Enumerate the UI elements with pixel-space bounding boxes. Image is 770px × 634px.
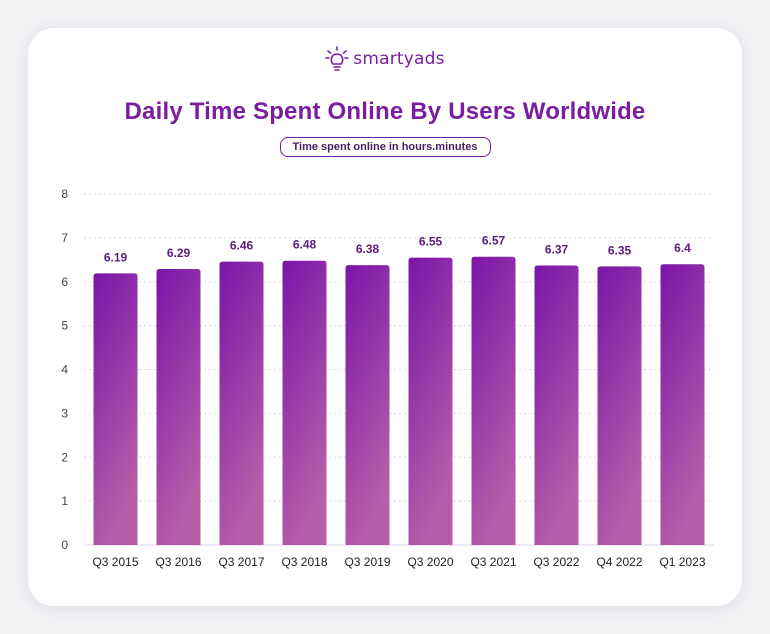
bar-value-label: 6.19 xyxy=(104,250,128,264)
bar-value-label: 6.57 xyxy=(482,234,506,248)
subtitle-wrap: Time spent online in hours.minutes xyxy=(0,137,770,157)
y-tick-label: 7 xyxy=(61,231,68,245)
bar-value-label: 6.4 xyxy=(674,241,691,255)
y-tick-label: 4 xyxy=(61,363,68,377)
y-tick-label: 0 xyxy=(61,538,68,552)
x-tick-label: Q3 2021 xyxy=(470,555,516,569)
bar-value-label: 6.48 xyxy=(293,238,317,252)
bar-value-label: 6.55 xyxy=(419,235,443,249)
x-tick-label: Q4 2022 xyxy=(596,555,642,569)
bar-value-label: 6.46 xyxy=(230,239,254,253)
x-tick-label: Q3 2018 xyxy=(281,555,327,569)
y-tick-label: 8 xyxy=(61,187,68,201)
bar xyxy=(219,261,264,545)
x-tick-label: Q1 2023 xyxy=(659,555,705,569)
x-tick-label: Q3 2015 xyxy=(92,555,138,569)
label-layer: 0 1 2 3 4 5 6 7 8 6.19 Q3 2015 6.29 Q3 2016 6.46 Q3 20… xyxy=(61,187,706,569)
lightbulb-icon xyxy=(325,46,350,71)
y-tick-label: 6 xyxy=(61,275,68,289)
chart-subtitle: Time spent online in hours.minutes xyxy=(279,137,491,157)
x-tick-label: Q3 2016 xyxy=(155,555,201,569)
brand-name: smartyads xyxy=(353,49,445,69)
y-tick-label: 3 xyxy=(61,406,68,420)
bar xyxy=(597,266,642,545)
bar-value-label: 6.37 xyxy=(545,243,569,257)
bar-value-label: 6.35 xyxy=(608,243,632,257)
bar xyxy=(156,269,201,545)
y-tick-label: 2 xyxy=(61,450,68,464)
bar xyxy=(345,265,390,545)
bar xyxy=(408,257,453,545)
x-tick-label: Q3 2019 xyxy=(344,555,390,569)
bar-value-label: 6.38 xyxy=(356,242,380,256)
bar-layer xyxy=(93,256,705,545)
bar-value-label: 6.29 xyxy=(167,246,191,260)
brand-logo: smartyads xyxy=(0,46,770,72)
x-tick-label: Q3 2020 xyxy=(407,555,453,569)
bar xyxy=(660,264,705,545)
bar xyxy=(534,265,579,545)
y-tick-label: 5 xyxy=(61,319,68,333)
bar xyxy=(282,260,327,545)
y-tick-label: 1 xyxy=(61,494,68,508)
x-tick-label: Q3 2022 xyxy=(533,555,579,569)
chart-title: Daily Time Spent Online By Users Worldwi… xyxy=(124,98,646,125)
bar xyxy=(93,273,138,545)
bar xyxy=(471,256,516,545)
x-tick-label: Q3 2017 xyxy=(218,555,264,569)
